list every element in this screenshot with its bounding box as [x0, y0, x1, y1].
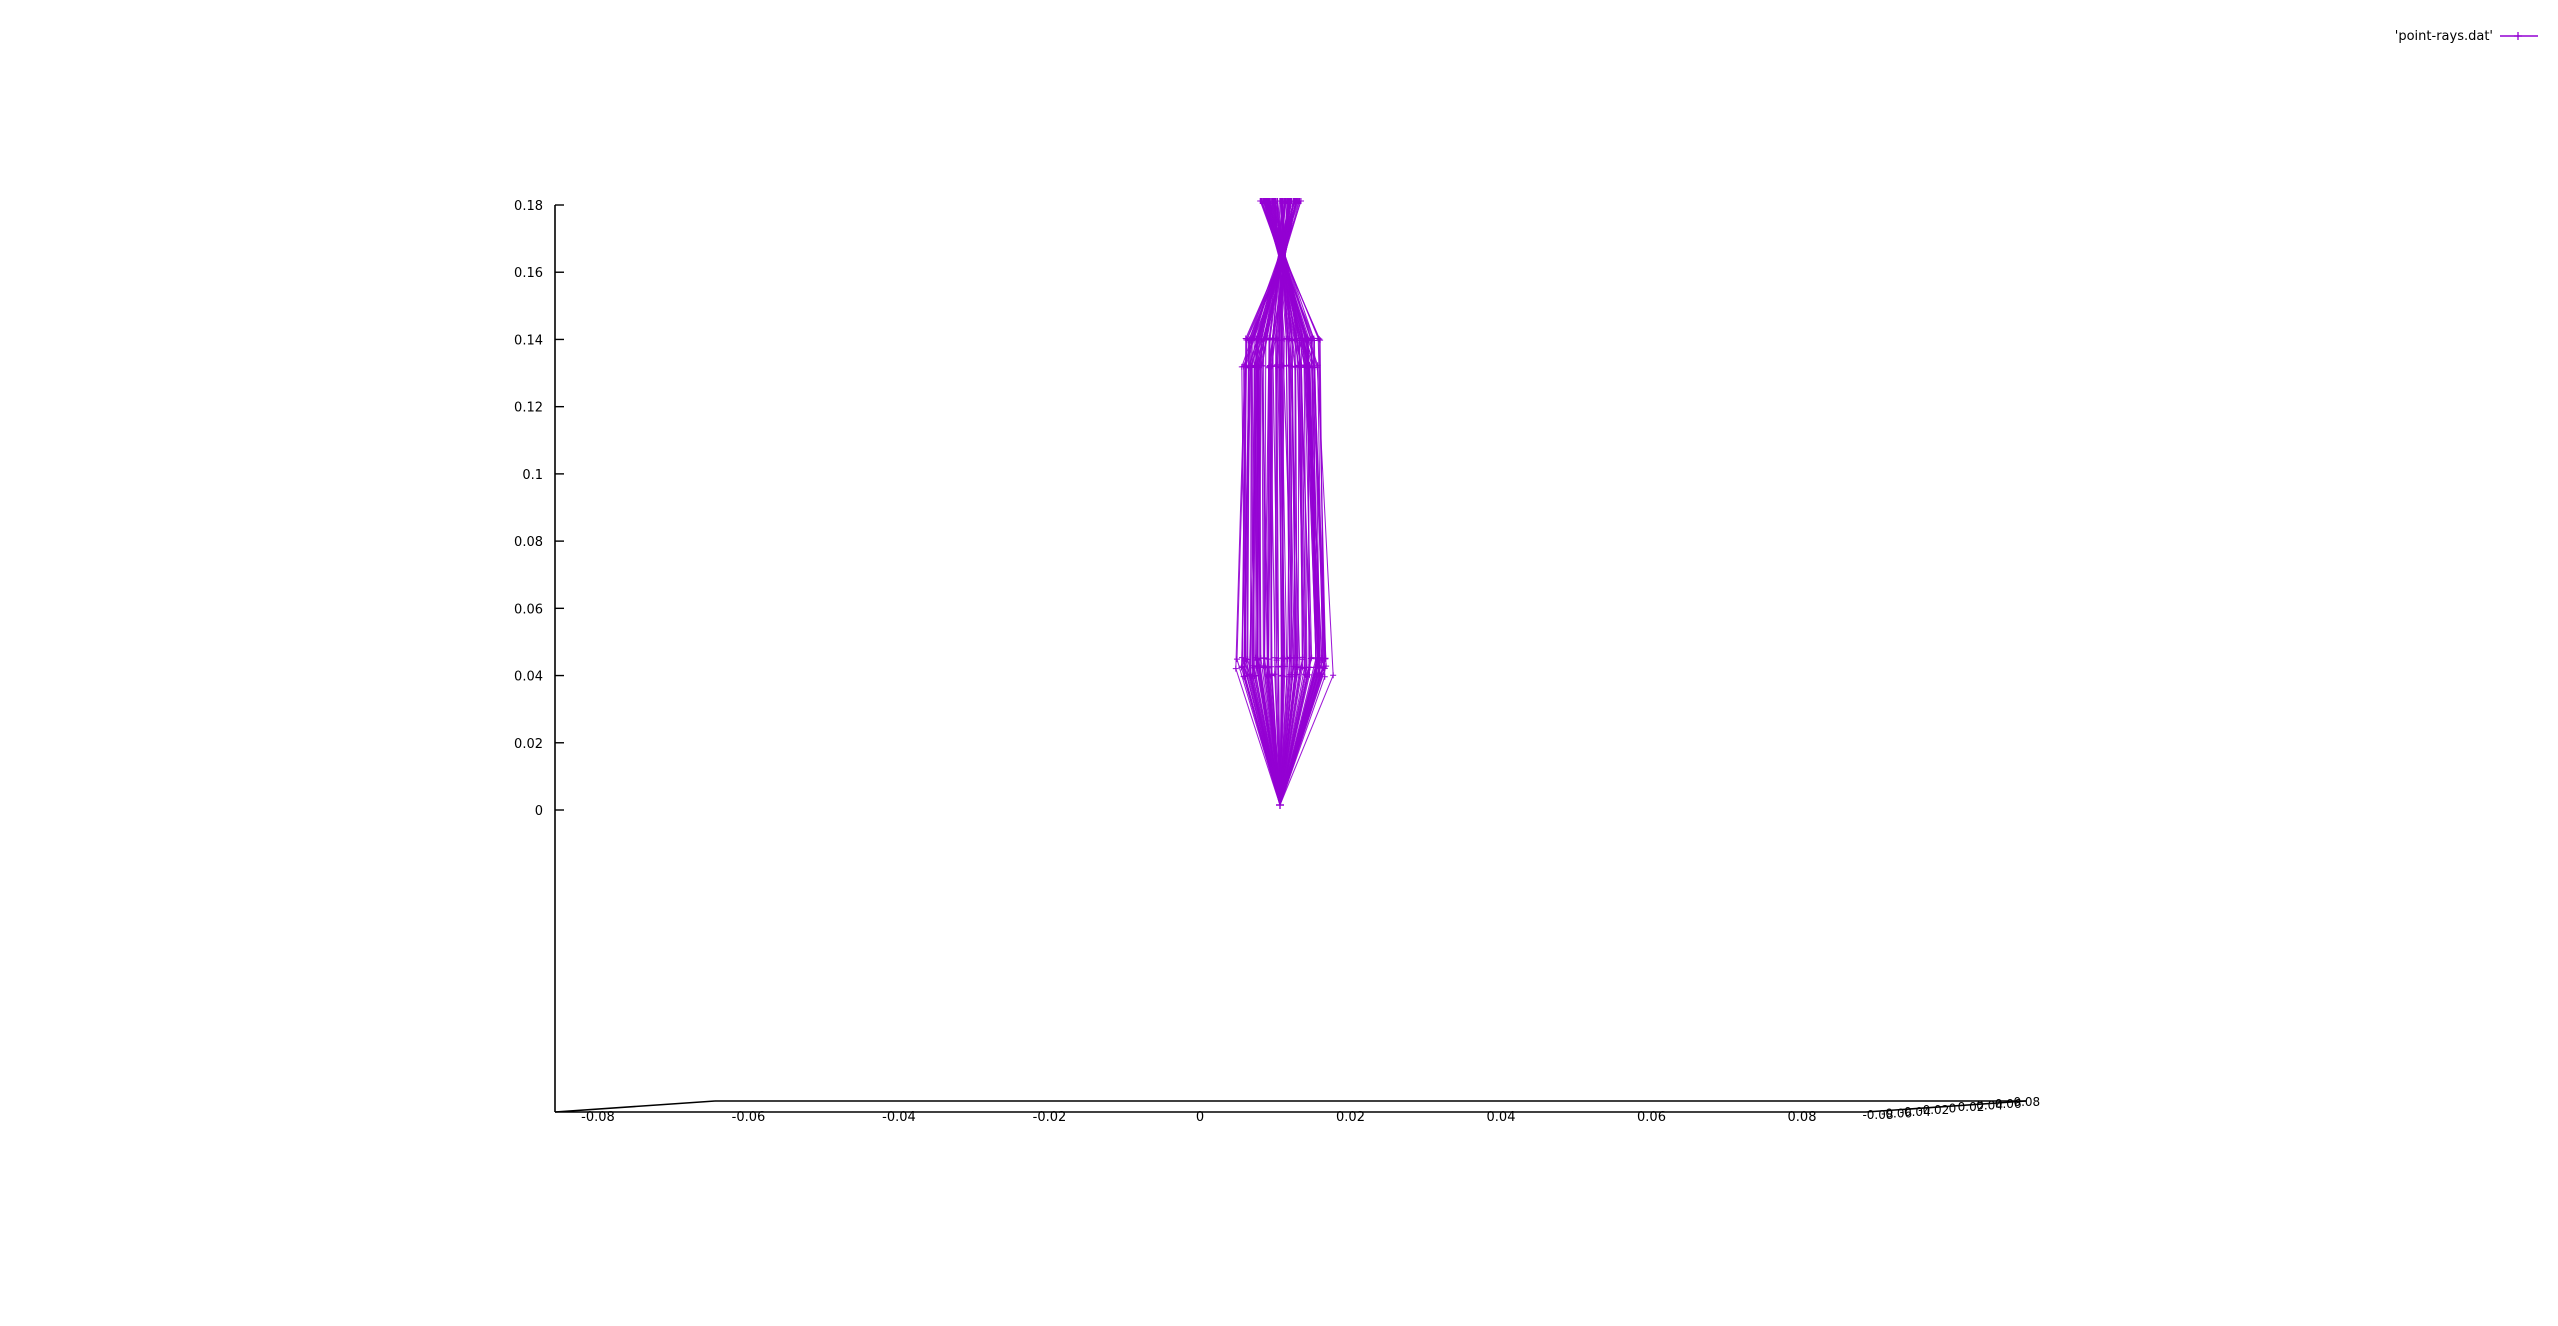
- z-tick-label: 0.04: [514, 670, 543, 685]
- ray-point-marker: [1297, 198, 1304, 204]
- z-tick-label: 0: [535, 804, 543, 819]
- ray-point-marker: [1248, 362, 1255, 369]
- y-tick-label: -0.02: [1918, 1103, 1949, 1117]
- z-tick-label: 0.06: [514, 602, 543, 617]
- ray-point-marker: [1272, 198, 1279, 204]
- y-tick-label: -0.08: [1862, 1108, 1893, 1122]
- z-tick-label: 0.18: [514, 199, 543, 214]
- legend-label: 'point-rays.dat': [2395, 29, 2493, 44]
- x-tick-label: -0.04: [882, 1110, 916, 1125]
- ray-point-marker: [1247, 671, 1254, 678]
- ray-point-marker: [1278, 337, 1285, 344]
- x-tick-label: 0.08: [1788, 1110, 1817, 1125]
- ray-point-marker: [1304, 673, 1310, 680]
- x-tick-label: 0: [1196, 1110, 1204, 1125]
- ray-point-marker: [1290, 198, 1297, 204]
- z-tick-label: 0.1: [522, 468, 543, 483]
- ray-point-marker: [1268, 671, 1275, 678]
- x-tick-label: 0.06: [1637, 1110, 1666, 1125]
- ray-point-marker: [1311, 363, 1318, 370]
- ray-point-marker: [1280, 655, 1287, 662]
- legend: 'point-rays.dat': [2395, 29, 2538, 44]
- ray-point-marker: [1322, 655, 1329, 662]
- ray-point-marker: [1330, 672, 1337, 679]
- x-tick-label: -0.02: [1033, 1110, 1067, 1125]
- ray-point-marker: [1261, 664, 1268, 671]
- x-tick-label: 0.02: [1336, 1110, 1365, 1125]
- ray-point-marker: [1252, 654, 1259, 661]
- x-tick-label: 0.04: [1487, 1110, 1516, 1125]
- source-point-marker: [1276, 801, 1284, 809]
- x-tick-label: -0.08: [581, 1110, 615, 1125]
- z-tick-label: 0.12: [514, 401, 543, 416]
- y-tick-label: 0.02: [1958, 1100, 1985, 1114]
- ray-point-marker: [1298, 362, 1305, 369]
- y-tick-label: 0.04: [1976, 1098, 2003, 1112]
- ray-point-marker: [1285, 362, 1292, 369]
- ray-point-marker: [1269, 335, 1276, 342]
- ray-point-marker: [1296, 664, 1303, 671]
- ray-point-marker: [1285, 335, 1292, 342]
- ray-point-marker: [1244, 672, 1251, 679]
- ray-point-marker: [1232, 665, 1239, 672]
- ray-point-marker: [1301, 665, 1308, 672]
- ray-point-marker: [1311, 337, 1318, 344]
- ray-point-marker: [1279, 362, 1286, 369]
- ray-point-marker: [1245, 337, 1252, 344]
- ray-point-marker: [1262, 336, 1269, 343]
- ray-point-marker: [1315, 655, 1322, 662]
- ray-point-marker: [1314, 662, 1321, 669]
- legend-point-marker: [2514, 32, 2522, 40]
- ray-point-marker: [1241, 657, 1248, 664]
- ray-point-marker: [1297, 363, 1304, 370]
- z-tick-label: 0.08: [514, 535, 543, 550]
- z-tick-label: 0.14: [514, 333, 543, 348]
- rays-series: [1232, 198, 1337, 809]
- ray-point-marker: [1261, 655, 1268, 662]
- ray-point-marker: [1271, 654, 1278, 661]
- y-tick-label: -0.04: [1900, 1105, 1931, 1119]
- y-axis-left-line: [554, 1100, 716, 1113]
- ray-point-marker: [1288, 671, 1295, 678]
- axes: 0.180.160.140.120.10.080.060.040.020-0.0…: [514, 199, 2040, 1125]
- z-tick-label: 0.16: [514, 266, 543, 281]
- x-tick-label: -0.06: [732, 1110, 766, 1125]
- ray-point-marker: [1315, 335, 1322, 342]
- ray-point-marker: [1233, 656, 1240, 663]
- y-tick-label: 0.08: [2013, 1095, 2040, 1109]
- y-tick-label: 0: [1949, 1102, 1957, 1116]
- y-tick-label: 0.06: [1995, 1097, 2022, 1111]
- ray-point-marker: [1294, 654, 1301, 661]
- y-axis-right-line: [1865, 1100, 2027, 1113]
- z-tick-label: 0.02: [514, 737, 543, 752]
- ray-point-marker: [1307, 363, 1314, 370]
- ray-point-marker: [1287, 655, 1294, 662]
- y-tick-label: -0.06: [1881, 1106, 1912, 1120]
